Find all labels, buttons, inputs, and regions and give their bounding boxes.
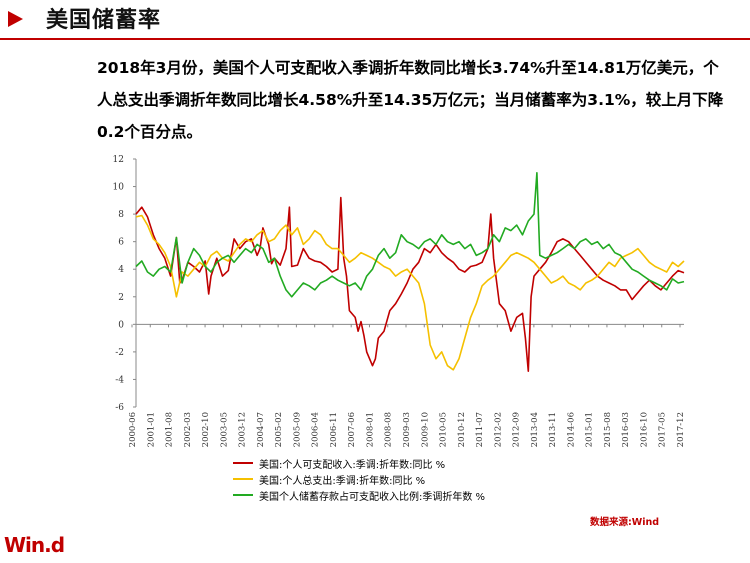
x-tick-label: 2017-05 [658, 412, 668, 447]
series-line-saving [135, 171, 685, 298]
summary-text: 2018年3月份，美国个人可支配收入季调折年数同比增长3.74%升至14.81万… [97, 59, 724, 141]
x-tick-label: 2006-04 [311, 412, 321, 447]
x-tick-label: 2008-08 [384, 412, 394, 447]
x-tick-label: 2016-10 [639, 412, 649, 447]
y-tick-label: 2 [118, 293, 124, 303]
x-tick-label: 2004-07 [256, 412, 266, 447]
legend-label-spending: 美国:个人总支出:季调:折年数:同比 % [259, 475, 426, 487]
line-chart: 12 10 8 6 4 2 0 -2 -4 -6 2000-06 2001-01 2001-08 2002… [100, 148, 690, 462]
chart-legend: 美国:个人可支配收入:季调:折年数:同比 % 美国:个人总支出:季调:折年数:同… [233, 455, 485, 503]
x-tick-label: 2014-06 [566, 412, 576, 447]
header-rule [0, 38, 750, 40]
x-tick-label: 2013-11 [548, 412, 558, 447]
y-tick-label: -6 [115, 403, 124, 413]
x-tick-label: 2009-03 [402, 412, 412, 447]
x-tick-label: 2015-01 [585, 412, 595, 447]
x-tick-label: 2005-02 [274, 412, 284, 447]
legend-swatch-spending [233, 478, 253, 480]
x-tick-label: 2005-09 [292, 412, 302, 447]
x-tick-label: 2013-04 [530, 412, 540, 447]
y-tick-label: 10 [113, 183, 125, 193]
data-source: 数据来源:Wind [590, 517, 660, 528]
legend-label-income: 美国:个人可支配收入:季调:折年数:同比 % [259, 459, 446, 471]
series-line-income [135, 196, 685, 372]
y-tick-label: -2 [115, 348, 124, 358]
x-tick-label: 2000-06 [128, 412, 138, 447]
x-tick-label: 2002-03 [183, 412, 193, 447]
slide-header: 美国储蓄率 [0, 0, 750, 40]
legend-label-saving: 美国个人储蓄存款占可支配收入比例:季调折年数 % [259, 491, 486, 503]
y-tick-label: 6 [118, 238, 124, 248]
x-tick-label: 2010-05 [439, 412, 449, 447]
legend-swatch-saving [233, 494, 253, 496]
x-tick-label: 2012-02 [493, 412, 503, 447]
y-tick-label: 4 [118, 265, 124, 275]
x-tick-label: 2015-08 [603, 412, 613, 447]
x-tick-label: 2009-10 [420, 412, 430, 447]
legend-item-saving: 美国个人储蓄存款占可支配收入比例:季调折年数 % [233, 487, 485, 503]
x-tick-label: 2010-12 [457, 412, 467, 447]
x-tick-label: 2007-06 [347, 412, 357, 447]
title-marker-icon [8, 11, 23, 27]
series-line-spending [135, 214, 685, 371]
legend-swatch-income [233, 462, 253, 464]
legend-item-income: 美国:个人可支配收入:季调:折年数:同比 % [233, 455, 485, 471]
x-tick-label: 2016-03 [621, 412, 631, 447]
x-tick-label: 2002-10 [201, 412, 211, 447]
x-tick-label: 2001-08 [165, 412, 175, 447]
x-tick-label: 2003-05 [219, 412, 229, 447]
page-title: 美国储蓄率 [46, 8, 162, 33]
wind-logo: Win.d [4, 533, 65, 557]
y-tick-label: 8 [118, 210, 124, 220]
x-tick-label: 2017-12 [676, 412, 686, 447]
legend-item-spending: 美国:个人总支出:季调:折年数:同比 % [233, 471, 485, 487]
x-tick-label: 2006-11 [329, 412, 339, 447]
x-tick-label: 2011-07 [475, 412, 485, 447]
y-tick-label: -4 [115, 375, 124, 385]
x-tick-label: 2003-12 [238, 412, 248, 447]
y-tick-label: 0 [118, 320, 124, 330]
x-tick-label: 2008-01 [365, 412, 375, 447]
chart-svg: 12 10 8 6 4 2 0 -2 -4 -6 2000-06 2001-01 2001-08 2002… [113, 155, 686, 447]
x-tick-label: 2012-09 [512, 412, 522, 447]
x-tick-label: 2001-01 [146, 412, 156, 447]
y-tick-label: 12 [113, 155, 124, 165]
